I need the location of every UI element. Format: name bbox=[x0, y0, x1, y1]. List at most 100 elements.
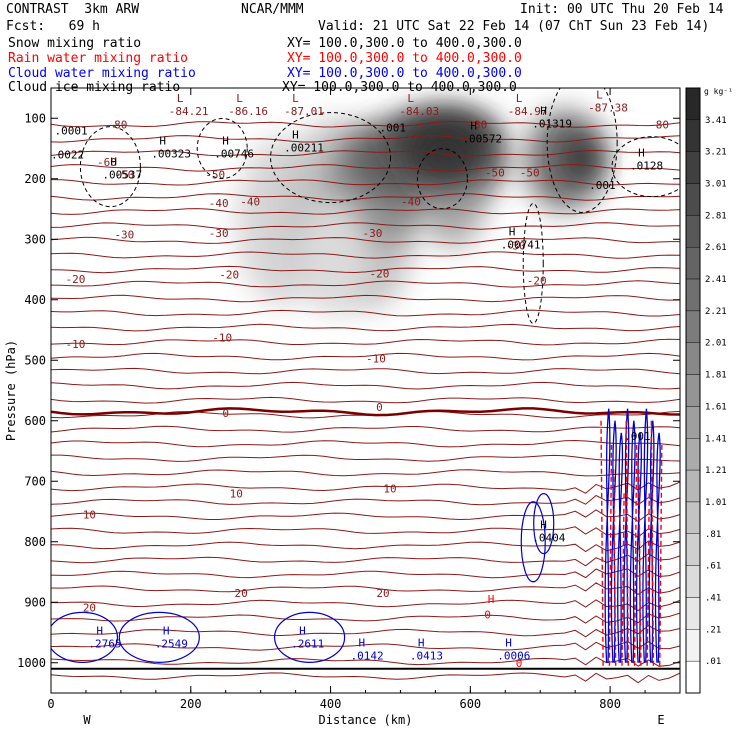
temperature-label-5: -50 bbox=[205, 169, 225, 182]
extremum-h-mark-14: H bbox=[540, 519, 547, 532]
temperature-label-12: -30 bbox=[209, 227, 229, 240]
extremum-value-1: -86.16 bbox=[228, 105, 268, 118]
isotherm-5 bbox=[51, 193, 680, 201]
extremum-value-3: -84.03 bbox=[399, 105, 439, 118]
colorbar-swatch-11 bbox=[685, 438, 701, 471]
temperature-label-19: -10 bbox=[66, 338, 86, 351]
extremum-value-20: .0006 bbox=[497, 650, 530, 663]
colorbar-swatch-7 bbox=[685, 310, 701, 343]
misc-label-2: .001 bbox=[624, 430, 651, 443]
isotherm-2 bbox=[51, 149, 680, 157]
rain-contour-4 bbox=[625, 420, 629, 666]
extremum-value-6: .00323 bbox=[151, 148, 191, 161]
extremum-value-18: .0142 bbox=[351, 650, 384, 663]
temperature-label-7: -50 bbox=[520, 167, 540, 180]
ice-contour-6 bbox=[522, 202, 544, 324]
convective-cloudwater-8 bbox=[654, 432, 661, 663]
rain-contour-9 bbox=[659, 444, 663, 666]
isotherm-35 bbox=[51, 625, 680, 638]
hydrometeor-contours bbox=[51, 88, 680, 666]
colorbar-tick-5: 2.41 bbox=[705, 275, 727, 285]
temperature-label-28: 20 bbox=[234, 587, 247, 600]
extremum-value-17: .2611 bbox=[291, 638, 324, 651]
isotherm-21 bbox=[51, 425, 680, 433]
temperature-label-20: -10 bbox=[212, 331, 232, 344]
extremum-value-14: .0404 bbox=[532, 532, 565, 545]
isotherm-24 bbox=[51, 469, 680, 477]
extremum-value-13: .00741 bbox=[501, 238, 541, 251]
isotherm-0 bbox=[51, 120, 680, 128]
isotherm-10 bbox=[51, 265, 680, 274]
field-snow-name: Snow mixing ratio bbox=[8, 36, 142, 51]
isotherm-9 bbox=[51, 251, 680, 259]
temperature-label-0: -80 bbox=[107, 118, 127, 131]
misc-label-3: .0001 bbox=[54, 124, 87, 137]
extremum-h-mark-16: H bbox=[163, 625, 170, 638]
field-rain-name: Rain water mixing ratio bbox=[8, 51, 189, 66]
isotherm-29 bbox=[51, 540, 680, 553]
isotherm-6 bbox=[51, 208, 680, 215]
isotherm-28 bbox=[51, 526, 680, 538]
isotherm-11 bbox=[51, 280, 680, 288]
extremum-value-8: .00211 bbox=[284, 141, 324, 154]
temperature-label-4: -50 bbox=[114, 169, 134, 182]
colorbar-tick-6: 2.21 bbox=[705, 307, 727, 317]
isotherm-18 bbox=[51, 381, 680, 390]
isotherm-37 bbox=[51, 656, 680, 667]
isotherm-4 bbox=[51, 179, 680, 186]
extremum-value-5: -87.38 bbox=[588, 102, 628, 115]
misc-label-0: .001 bbox=[379, 121, 406, 134]
extremum-value-0: -84.21 bbox=[169, 105, 209, 118]
colorbar-tick-17: .01 bbox=[705, 657, 721, 667]
cloudwater-contour-1 bbox=[118, 611, 200, 663]
convective-cloudwater-0 bbox=[604, 408, 611, 663]
extremum-h-mark-13: H bbox=[509, 225, 516, 238]
temperature-label-10: -40 bbox=[401, 196, 421, 209]
isotherm-14 bbox=[51, 323, 680, 332]
org-label: NCAR/MMM bbox=[241, 2, 304, 17]
colorbar-swatch-18 bbox=[685, 660, 701, 694]
temperature-label-16: -20 bbox=[219, 268, 239, 281]
isotherm-30 bbox=[51, 553, 680, 567]
isotherm-36 bbox=[51, 641, 680, 651]
y-tick-label-9: 1000 bbox=[17, 656, 46, 670]
extremum-h-mark-8: H bbox=[292, 128, 299, 141]
extremum-h-mark-19: H bbox=[418, 637, 425, 650]
zero-degree-line bbox=[51, 407, 680, 417]
isotherm-23 bbox=[51, 454, 680, 462]
temperature-label-15: -20 bbox=[66, 273, 86, 286]
extremum-h-mark-6: H bbox=[159, 135, 166, 148]
convective-cloudwater-6 bbox=[642, 408, 649, 663]
temperature-label-14: -30 bbox=[506, 239, 526, 252]
temperature-contours bbox=[51, 120, 680, 684]
temperature-label-17: -20 bbox=[370, 268, 390, 281]
temperature-label-2: -80 bbox=[649, 118, 669, 131]
rain-contour-3 bbox=[621, 493, 625, 666]
ice-contour-3 bbox=[416, 148, 468, 210]
cloudwater-contour-4 bbox=[533, 492, 555, 555]
isotherm-33 bbox=[51, 599, 680, 612]
field-rain-xy: XY= 100.0,300.0 to 400.0,300.0 bbox=[287, 51, 522, 66]
isotherm-7 bbox=[51, 222, 680, 230]
isotherm-12 bbox=[51, 294, 680, 303]
x-tick-label-1: 200 bbox=[180, 697, 202, 711]
colorbar-tick-15: .41 bbox=[705, 593, 721, 603]
ice-contour-2 bbox=[270, 112, 392, 204]
rain-contour-1 bbox=[608, 444, 613, 666]
y-tick-label-4: 500 bbox=[24, 353, 46, 367]
x-tick-label-0: 0 bbox=[47, 697, 54, 711]
model-title: CONTRAST 3km ARW bbox=[6, 2, 140, 17]
temperature-label-13: -30 bbox=[363, 227, 383, 240]
snow-blob-9 bbox=[562, 132, 603, 183]
isotherm-26 bbox=[51, 494, 680, 506]
extremum-value-15: .2765 bbox=[88, 638, 121, 651]
isotherm-22 bbox=[51, 439, 680, 448]
isotherm-19 bbox=[51, 396, 680, 404]
cloudwater-contour-0 bbox=[51, 611, 119, 663]
temperature-label-18: -20 bbox=[527, 274, 547, 287]
y-tick-label-3: 400 bbox=[24, 293, 46, 307]
extremum-h-mark-15: H bbox=[96, 625, 103, 638]
extremum-h-mark-20: H bbox=[505, 637, 512, 650]
temperature-label-26: 10 bbox=[83, 509, 96, 522]
colorbar-swatch-3 bbox=[685, 183, 701, 216]
